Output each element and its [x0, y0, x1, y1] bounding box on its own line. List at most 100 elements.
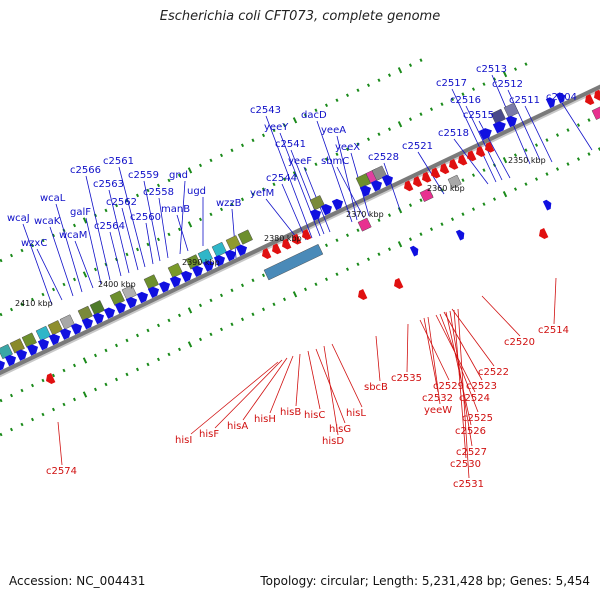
- gene-label-c2574[interactable]: c2574: [46, 466, 77, 477]
- gene-label-wcaK[interactable]: wcaK: [34, 216, 61, 227]
- reverse-gene-arrow: [448, 158, 459, 170]
- gene-label-wcaM[interactable]: wcaM: [59, 230, 87, 241]
- reverse-gene-arrow: [485, 141, 495, 153]
- gene-label-c2559[interactable]: c2559: [128, 170, 159, 181]
- tick-mark: [240, 143, 245, 148]
- gene-label-yeeX[interactable]: yeeX: [335, 142, 360, 153]
- gene-label-wcaL[interactable]: wcaL: [40, 193, 66, 204]
- reverse-gene-arrow: [272, 243, 282, 255]
- tick-mark: [198, 337, 203, 342]
- tick-mark: [156, 323, 161, 328]
- gene-label-yeeA[interactable]: yeeA: [321, 125, 346, 136]
- gene-label-c2523[interactable]: c2523: [466, 381, 497, 392]
- gene-label-c2521[interactable]: c2521: [402, 141, 433, 152]
- gene-label-dacD[interactable]: dacD: [301, 110, 327, 121]
- gene-label-c2529[interactable]: c2529: [433, 381, 464, 392]
- gene-label-c2524[interactable]: c2524: [459, 393, 490, 404]
- gene-label-hisH[interactable]: hisH: [254, 414, 276, 425]
- gene-label-c2512[interactable]: c2512: [492, 79, 523, 90]
- leader-line: [190, 361, 279, 435]
- gene-label-c2564[interactable]: c2564: [94, 221, 125, 232]
- gene-label-hisD[interactable]: hisD: [322, 436, 344, 447]
- gene-label-c2531[interactable]: c2531: [453, 479, 484, 490]
- tick-mark: [72, 223, 77, 228]
- tick-mark: [524, 62, 528, 66]
- gene-label-wzzB[interactable]: wzzB: [216, 198, 242, 209]
- gene-label-c2520[interactable]: c2520: [504, 337, 535, 348]
- gene-label-yefM[interactable]: yefM: [250, 188, 274, 199]
- gene-label-c2561[interactable]: c2561: [103, 156, 134, 167]
- gene-label-hisC[interactable]: hisC: [304, 410, 325, 421]
- gene-label-manB[interactable]: manB: [161, 204, 190, 215]
- gene-label-c2515[interactable]: c2515: [463, 110, 494, 121]
- leader-line: [465, 105, 503, 181]
- gene-label-hisF[interactable]: hisF: [199, 429, 219, 440]
- tick-mark: [345, 147, 350, 152]
- tick-mark: [135, 367, 140, 372]
- reverse-gene-arrow: [539, 228, 549, 239]
- gene-label-sbmC[interactable]: sbmC: [321, 156, 349, 167]
- tick-mark: [251, 192, 255, 197]
- gene-label-c2525[interactable]: c2525: [462, 413, 493, 424]
- gene-label-c2563[interactable]: c2563: [93, 179, 124, 190]
- annotation-block: [89, 300, 105, 316]
- tick-mark: [502, 156, 508, 164]
- gene-label-hisI[interactable]: hisI: [175, 435, 192, 446]
- tick-mark: [450, 217, 455, 221]
- gene-label-c2566[interactable]: c2566: [70, 165, 101, 176]
- gene-label-hisB[interactable]: hisB: [280, 407, 301, 418]
- gene-label-hisL[interactable]: hisL: [346, 408, 366, 419]
- tick-mark: [72, 363, 77, 368]
- gene-label-c2560[interactable]: c2560: [130, 212, 161, 223]
- tick-mark: [513, 67, 518, 71]
- gene-label-c2532[interactable]: c2532: [422, 393, 453, 404]
- gene-label-c2526[interactable]: c2526: [455, 426, 486, 437]
- gene-label-c2514[interactable]: c2514: [538, 325, 569, 336]
- gene-label-c2516[interactable]: c2516: [450, 95, 481, 106]
- tick-mark: [482, 168, 486, 172]
- gene-label-c2530[interactable]: c2530: [450, 459, 481, 470]
- leader-line: [443, 311, 483, 381]
- gene-label-hisG[interactable]: hisG: [329, 424, 351, 435]
- tick-mark: [177, 313, 182, 318]
- tick-mark: [167, 178, 171, 183]
- gene-label-c2518[interactable]: c2518: [438, 128, 469, 139]
- gene-label-c2517[interactable]: c2517: [436, 78, 467, 89]
- gene-label-ugd[interactable]: ugd: [187, 186, 206, 197]
- gene-label-c2562[interactable]: c2562: [106, 197, 137, 208]
- gene-label-c2511[interactable]: c2511: [509, 95, 540, 106]
- gene-label-wcaJ[interactable]: wcaJ: [7, 213, 30, 224]
- gene-label-c2527[interactable]: c2527: [456, 447, 487, 458]
- forward-gene-arrow: [224, 249, 237, 262]
- tick-mark: [576, 157, 581, 161]
- forward-gene-arrow: [59, 328, 72, 340]
- gene-label-yeeY[interactable]: yeeY: [264, 122, 289, 133]
- gene-label-c2543[interactable]: c2543: [250, 105, 281, 116]
- tick-mark: [272, 302, 276, 307]
- gene-label-c2535[interactable]: c2535: [391, 373, 422, 384]
- tick-mark: [261, 307, 266, 312]
- tick-mark: [461, 178, 465, 182]
- gene-label-c2513[interactable]: c2513: [476, 64, 507, 75]
- gene-label-gnd[interactable]: gnd: [169, 170, 188, 181]
- reverse-gene-arrow: [439, 163, 450, 175]
- gene-label-galF[interactable]: galF: [70, 207, 91, 218]
- gene-label-c2528[interactable]: c2528: [368, 152, 399, 163]
- gene-label-sbcB[interactable]: sbcB: [364, 382, 388, 393]
- gene-label-c2558[interactable]: c2558: [143, 187, 174, 198]
- forward-gene-arrow: [359, 185, 372, 197]
- tick-mark: [356, 262, 360, 267]
- gene-label-hisA[interactable]: hisA: [227, 421, 248, 432]
- gene-label-yeeF[interactable]: yeeF: [288, 156, 312, 167]
- gene-label-c2541[interactable]: c2541: [275, 139, 306, 150]
- gene-label-yeeW[interactable]: yeeW: [424, 405, 452, 416]
- annotation-block: [121, 284, 137, 301]
- tick-mark: [51, 287, 56, 292]
- gene-label-wzxC[interactable]: wzxC: [21, 238, 47, 249]
- leader-line: [457, 308, 470, 479]
- gene-label-c2544[interactable]: c2544: [266, 173, 297, 184]
- tick-mark: [62, 402, 66, 407]
- tick-mark: [209, 158, 213, 163]
- gene-label-c2504[interactable]: c2504: [546, 92, 577, 103]
- gene-label-c2522[interactable]: c2522: [478, 367, 509, 378]
